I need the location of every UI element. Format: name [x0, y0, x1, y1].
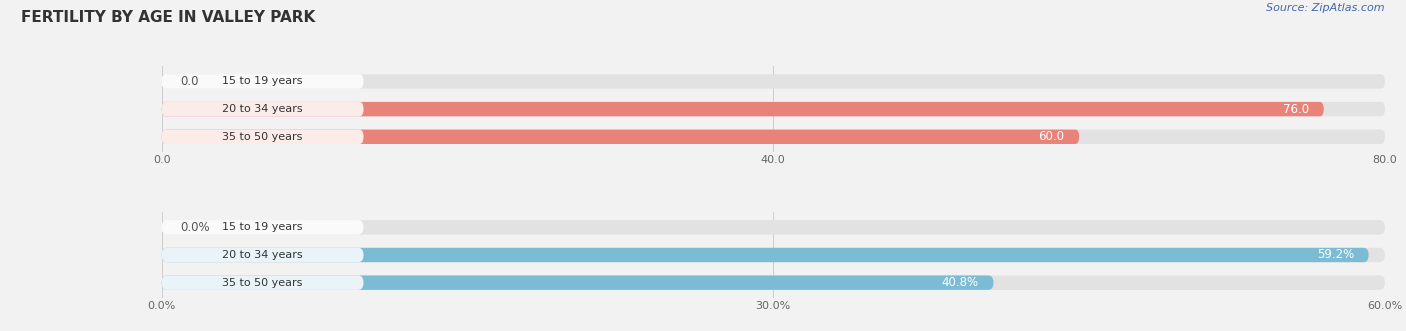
FancyBboxPatch shape — [162, 130, 1385, 144]
FancyBboxPatch shape — [162, 275, 1385, 290]
FancyBboxPatch shape — [162, 130, 1080, 144]
Text: 0.0%: 0.0% — [180, 221, 209, 234]
Text: 76.0: 76.0 — [1282, 103, 1309, 116]
FancyBboxPatch shape — [162, 102, 1324, 116]
Text: 35 to 50 years: 35 to 50 years — [222, 278, 302, 288]
Text: Source: ZipAtlas.com: Source: ZipAtlas.com — [1267, 3, 1385, 13]
FancyBboxPatch shape — [162, 248, 364, 262]
Text: 40.8%: 40.8% — [942, 276, 979, 289]
FancyBboxPatch shape — [162, 74, 364, 89]
Text: 15 to 19 years: 15 to 19 years — [222, 76, 302, 86]
Text: 35 to 50 years: 35 to 50 years — [222, 132, 302, 142]
FancyBboxPatch shape — [162, 220, 364, 234]
FancyBboxPatch shape — [162, 248, 1368, 262]
FancyBboxPatch shape — [162, 130, 364, 144]
Text: FERTILITY BY AGE IN VALLEY PARK: FERTILITY BY AGE IN VALLEY PARK — [21, 10, 315, 25]
Text: 0.0: 0.0 — [180, 75, 198, 88]
FancyBboxPatch shape — [162, 102, 364, 116]
FancyBboxPatch shape — [162, 275, 364, 290]
Text: 60.0: 60.0 — [1039, 130, 1064, 143]
Text: 15 to 19 years: 15 to 19 years — [222, 222, 302, 232]
FancyBboxPatch shape — [162, 74, 1385, 89]
FancyBboxPatch shape — [162, 275, 994, 290]
Text: 20 to 34 years: 20 to 34 years — [222, 104, 302, 114]
FancyBboxPatch shape — [162, 102, 1385, 116]
Text: 59.2%: 59.2% — [1316, 249, 1354, 261]
Text: 20 to 34 years: 20 to 34 years — [222, 250, 302, 260]
FancyBboxPatch shape — [162, 220, 1385, 234]
FancyBboxPatch shape — [162, 248, 1385, 262]
